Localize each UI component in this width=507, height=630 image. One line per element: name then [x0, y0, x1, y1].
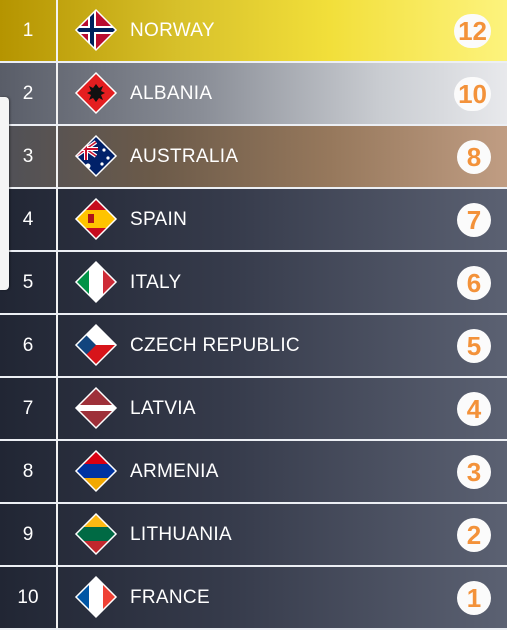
list-item[interactable]: 3 — [0, 126, 507, 189]
france-flag-icon — [74, 575, 118, 619]
points-value: 7 — [466, 205, 482, 235]
country-name: ALBANIA — [130, 82, 213, 104]
points-badge: 4 — [457, 392, 491, 426]
rank-number: 8 — [0, 441, 58, 502]
rank-number: 1 — [0, 0, 58, 61]
rank-number: 3 — [0, 126, 58, 187]
points-value: 2 — [466, 520, 482, 550]
points-value: 4 — [466, 394, 482, 424]
country-name: FRANCE — [130, 586, 210, 608]
rank-number: 2 — [0, 63, 58, 124]
list-item[interactable]: 1 NORWAY 12 — [0, 0, 507, 63]
country-name: CZECH REPUBLIC — [130, 334, 300, 356]
points-badge: 1 — [457, 581, 491, 615]
list-item[interactable]: 5 ITALY 6 — [0, 252, 507, 315]
points-badge: 8 — [457, 140, 491, 174]
points-badge: 3 — [457, 455, 491, 489]
country-name: ARMENIA — [130, 460, 219, 482]
czech-republic-flag-icon — [74, 323, 118, 367]
country-name: NORWAY — [130, 19, 215, 41]
points-badge: 10 — [454, 77, 491, 111]
latvia-flag-icon — [74, 386, 118, 430]
country-name: SPAIN — [130, 208, 188, 230]
points-value: 10 — [458, 79, 487, 109]
points-value: 6 — [466, 268, 482, 298]
country-name: AUSTRALIA — [130, 145, 239, 167]
points-value: 1 — [466, 583, 482, 613]
points-badge: 5 — [457, 329, 491, 363]
norway-flag-icon — [74, 8, 118, 52]
list-item[interactable]: 10 FRANCE 1 — [0, 567, 507, 630]
rank-number: 10 — [0, 567, 58, 628]
rank-number: 9 — [0, 504, 58, 565]
list-item[interactable]: 8 ARMENIA 3 — [0, 441, 507, 504]
points-value: 5 — [466, 331, 482, 361]
list-item[interactable]: 7 LATVIA 4 — [0, 378, 507, 441]
list-item[interactable]: 9 LITHUANIA 2 — [0, 504, 507, 567]
points-value: 8 — [466, 142, 482, 172]
lithuania-flag-icon — [74, 512, 118, 556]
list-item[interactable]: 6 CZECH REPUBLIC 5 — [0, 315, 507, 378]
spain-flag-icon — [74, 197, 118, 241]
rank-number: 7 — [0, 378, 58, 439]
drawer-handle[interactable] — [0, 97, 9, 290]
country-name: LATVIA — [130, 397, 196, 419]
rank-number: 4 — [0, 189, 58, 250]
armenia-flag-icon — [74, 449, 118, 493]
list-item[interactable]: 2 ALBANIA 10 — [0, 63, 507, 126]
points-value: 3 — [466, 457, 482, 487]
australia-flag-icon — [74, 134, 118, 178]
list-item[interactable]: 4 SPAIN 7 — [0, 189, 507, 252]
country-name: ITALY — [130, 271, 182, 293]
points-badge: 2 — [457, 518, 491, 552]
rank-number: 5 — [0, 252, 58, 313]
points-value: 12 — [458, 16, 487, 46]
italy-flag-icon — [74, 260, 118, 304]
points-badge: 6 — [457, 266, 491, 300]
points-badge: 7 — [457, 203, 491, 237]
country-name: LITHUANIA — [130, 523, 232, 545]
albania-flag-icon — [74, 71, 118, 115]
points-badge: 12 — [454, 14, 491, 48]
rank-number: 6 — [0, 315, 58, 376]
